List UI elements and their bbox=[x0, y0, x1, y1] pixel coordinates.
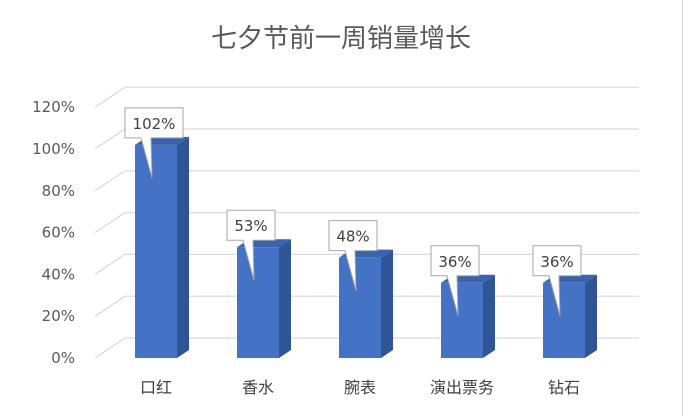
svg-text:53%: 53% bbox=[234, 217, 267, 235]
x-axis-categories: 口红 香水 腕表 演出票务 钻石 bbox=[140, 378, 580, 397]
gridline bbox=[94, 86, 639, 108]
data-label: 36% bbox=[532, 245, 582, 316]
svg-text:102%: 102% bbox=[133, 115, 176, 133]
bar bbox=[135, 136, 189, 358]
svg-text:36%: 36% bbox=[540, 253, 573, 271]
chart-title: 七夕节前一周销量增长 bbox=[211, 24, 471, 54]
y-tick-label: 60% bbox=[42, 224, 75, 242]
data-label: 48% bbox=[328, 220, 378, 291]
y-axis-ticks: 0% 20% 40% 60% 80% 100% 120% bbox=[32, 98, 75, 367]
bar bbox=[441, 274, 495, 358]
svg-text:36%: 36% bbox=[438, 253, 471, 271]
bar bbox=[339, 249, 393, 358]
data-label: 102% bbox=[124, 107, 184, 178]
data-label: 36% bbox=[430, 245, 480, 316]
x-category-label: 腕表 bbox=[344, 378, 376, 397]
gridline bbox=[94, 170, 639, 192]
y-tick-label: 40% bbox=[42, 265, 75, 283]
y-tick-label: 0% bbox=[51, 349, 75, 367]
x-category-label: 钻石 bbox=[548, 378, 580, 397]
x-category-label: 香水 bbox=[242, 378, 274, 397]
y-tick-label: 100% bbox=[32, 140, 75, 158]
bars bbox=[135, 136, 597, 358]
gridline bbox=[94, 212, 639, 234]
bar bbox=[237, 239, 291, 358]
data-labels: 102% 53% 48% 36% 36% bbox=[124, 107, 582, 316]
bar bbox=[543, 274, 597, 358]
x-category-label: 口红 bbox=[140, 378, 172, 397]
x-category-label: 演出票务 bbox=[430, 378, 494, 397]
y-tick-label: 20% bbox=[42, 307, 75, 325]
data-label: 53% bbox=[226, 209, 276, 281]
y-tick-label: 80% bbox=[42, 182, 75, 200]
y-tick-label: 120% bbox=[32, 98, 75, 116]
svg-text:48%: 48% bbox=[336, 228, 369, 246]
